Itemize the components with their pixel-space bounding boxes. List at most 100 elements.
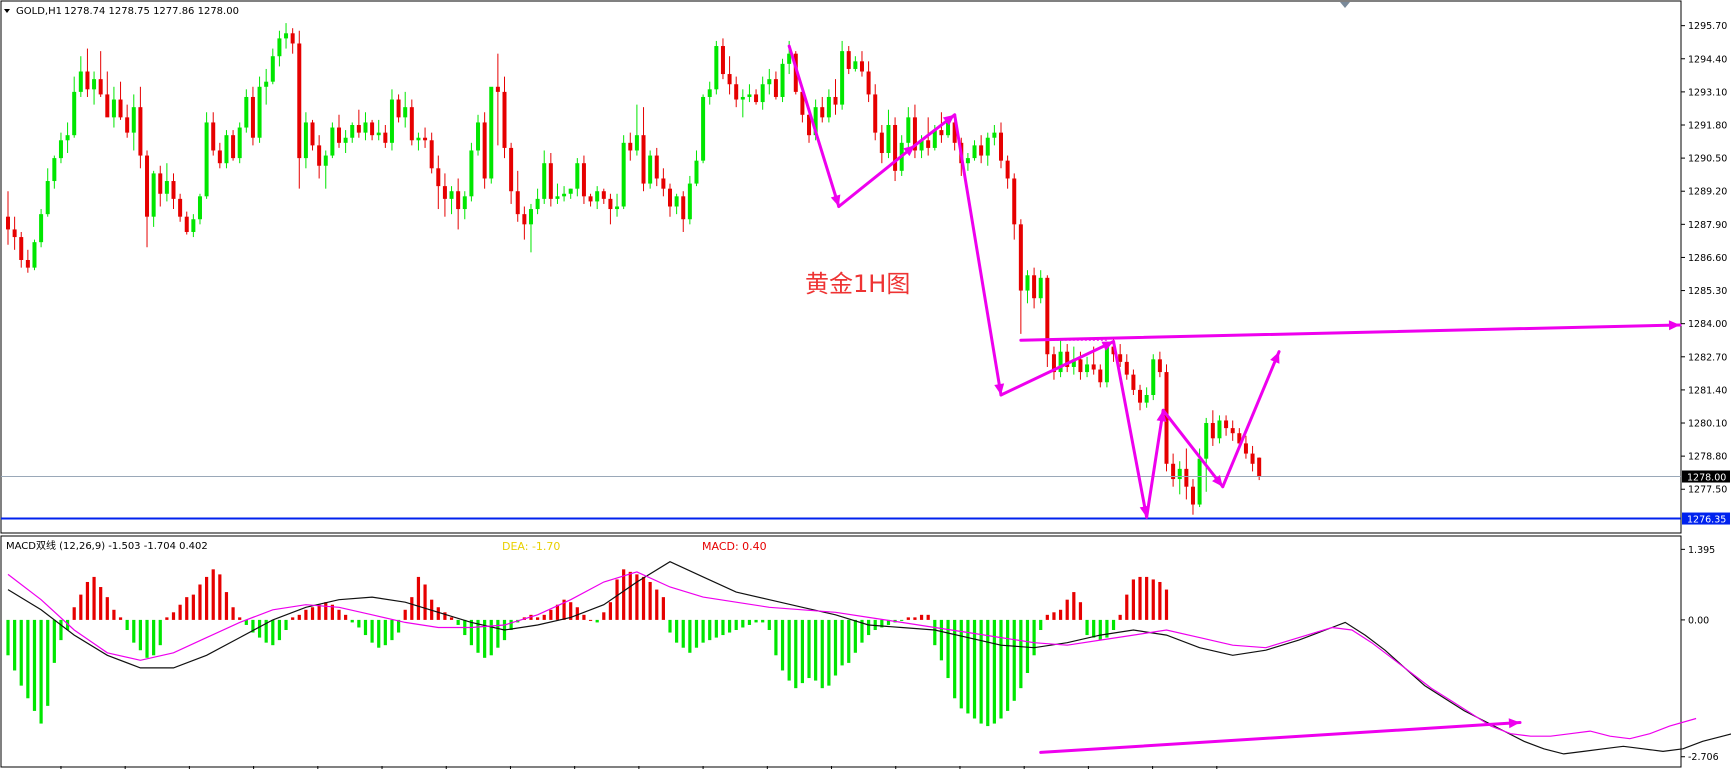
candle [52, 155, 57, 189]
macd-bar [1131, 579, 1135, 620]
candle-body [879, 132, 884, 154]
candle-body [813, 107, 818, 136]
trend-arrow-head [1668, 320, 1680, 331]
candle [687, 175, 692, 225]
price-tick-label: 1294.40 [1688, 54, 1727, 65]
candle [469, 142, 474, 202]
macd-bar [1138, 576, 1142, 620]
macd-bar [688, 619, 692, 653]
candle-body [171, 181, 176, 199]
candle-body [807, 114, 812, 136]
macd-bar [224, 592, 229, 620]
candle-body [595, 191, 600, 202]
macd-bar [264, 619, 268, 643]
macd-bar [1151, 579, 1155, 620]
candle [1131, 369, 1136, 395]
candle-body [972, 145, 977, 159]
candle [482, 112, 487, 189]
macd-bar [238, 617, 242, 620]
candle [416, 132, 421, 151]
candle-body [734, 84, 739, 100]
macd-bar [807, 619, 811, 679]
candle-body [12, 229, 17, 238]
candle-body [237, 127, 242, 159]
candle-body [654, 155, 659, 179]
candle-body [562, 193, 567, 197]
collapse-triangle-icon[interactable] [4, 9, 10, 13]
macd-bar [635, 574, 639, 620]
candle-body [270, 56, 275, 82]
candle [893, 117, 898, 182]
macd-bar [337, 609, 341, 620]
candle [720, 38, 725, 80]
candle [1190, 479, 1195, 515]
macd-bar [118, 617, 123, 620]
candle [674, 193, 679, 215]
candle-body [720, 46, 725, 75]
macd-bar [39, 619, 43, 724]
candle-body [668, 188, 672, 207]
candle-body [482, 122, 487, 179]
candle-body [164, 181, 169, 194]
candle-body [555, 196, 560, 199]
candle [12, 216, 17, 250]
candle-body [158, 173, 163, 194]
macd-bar [436, 607, 440, 620]
candle [939, 112, 944, 143]
macd-bar [959, 619, 963, 709]
candle-body [1230, 428, 1235, 434]
candle-body [1190, 486, 1195, 505]
candle [363, 112, 368, 141]
macd-bar [536, 617, 540, 620]
trend-arrow-head [1270, 351, 1280, 364]
macd-bar [648, 581, 652, 620]
candle [231, 130, 236, 161]
candle [601, 188, 606, 204]
candle-body [740, 96, 745, 100]
candle [1005, 155, 1010, 189]
candle-body [383, 132, 388, 143]
candle [840, 40, 845, 110]
price-tick-label: 1280.10 [1688, 419, 1727, 430]
trend-arrow-head [1508, 718, 1520, 729]
candle-body [244, 96, 249, 128]
macd-bar [555, 604, 560, 620]
candle-body [92, 79, 97, 90]
candle-body [979, 145, 984, 156]
macd-bar [85, 581, 90, 620]
candle-body [773, 79, 778, 97]
macd-bar [79, 594, 83, 620]
candle [356, 109, 361, 138]
candle-body [932, 130, 937, 148]
candle-body [826, 96, 831, 118]
macd-tick-label: 0.00 [1688, 615, 1709, 626]
candle [694, 150, 699, 187]
candle [39, 209, 44, 248]
candle-body [946, 122, 951, 136]
trend-arrow-head [830, 194, 841, 207]
price-tick-label: 1284.00 [1688, 319, 1727, 330]
macd-bar [1019, 619, 1023, 689]
candle-body [449, 191, 454, 199]
candle-body [965, 158, 970, 164]
candle-body [125, 117, 130, 133]
candle [972, 140, 977, 161]
candle [535, 188, 540, 215]
candle [1124, 354, 1129, 380]
macd-histogram [6, 569, 1169, 727]
macd-bar [310, 607, 315, 620]
candle [1171, 453, 1176, 487]
macd-bar [1078, 602, 1083, 620]
candle-body [19, 237, 24, 260]
candle [224, 130, 229, 169]
candle-body [820, 107, 825, 118]
candle-body [873, 94, 878, 133]
candle-body [1098, 369, 1103, 383]
macd-bar [694, 619, 699, 648]
dea-label: DEA: -1.70 [502, 540, 560, 553]
window-scroll-marker[interactable] [1340, 2, 1350, 8]
candle-body [1051, 354, 1056, 373]
candle [1012, 173, 1017, 240]
candle [548, 153, 553, 207]
candle-body [1065, 351, 1070, 367]
